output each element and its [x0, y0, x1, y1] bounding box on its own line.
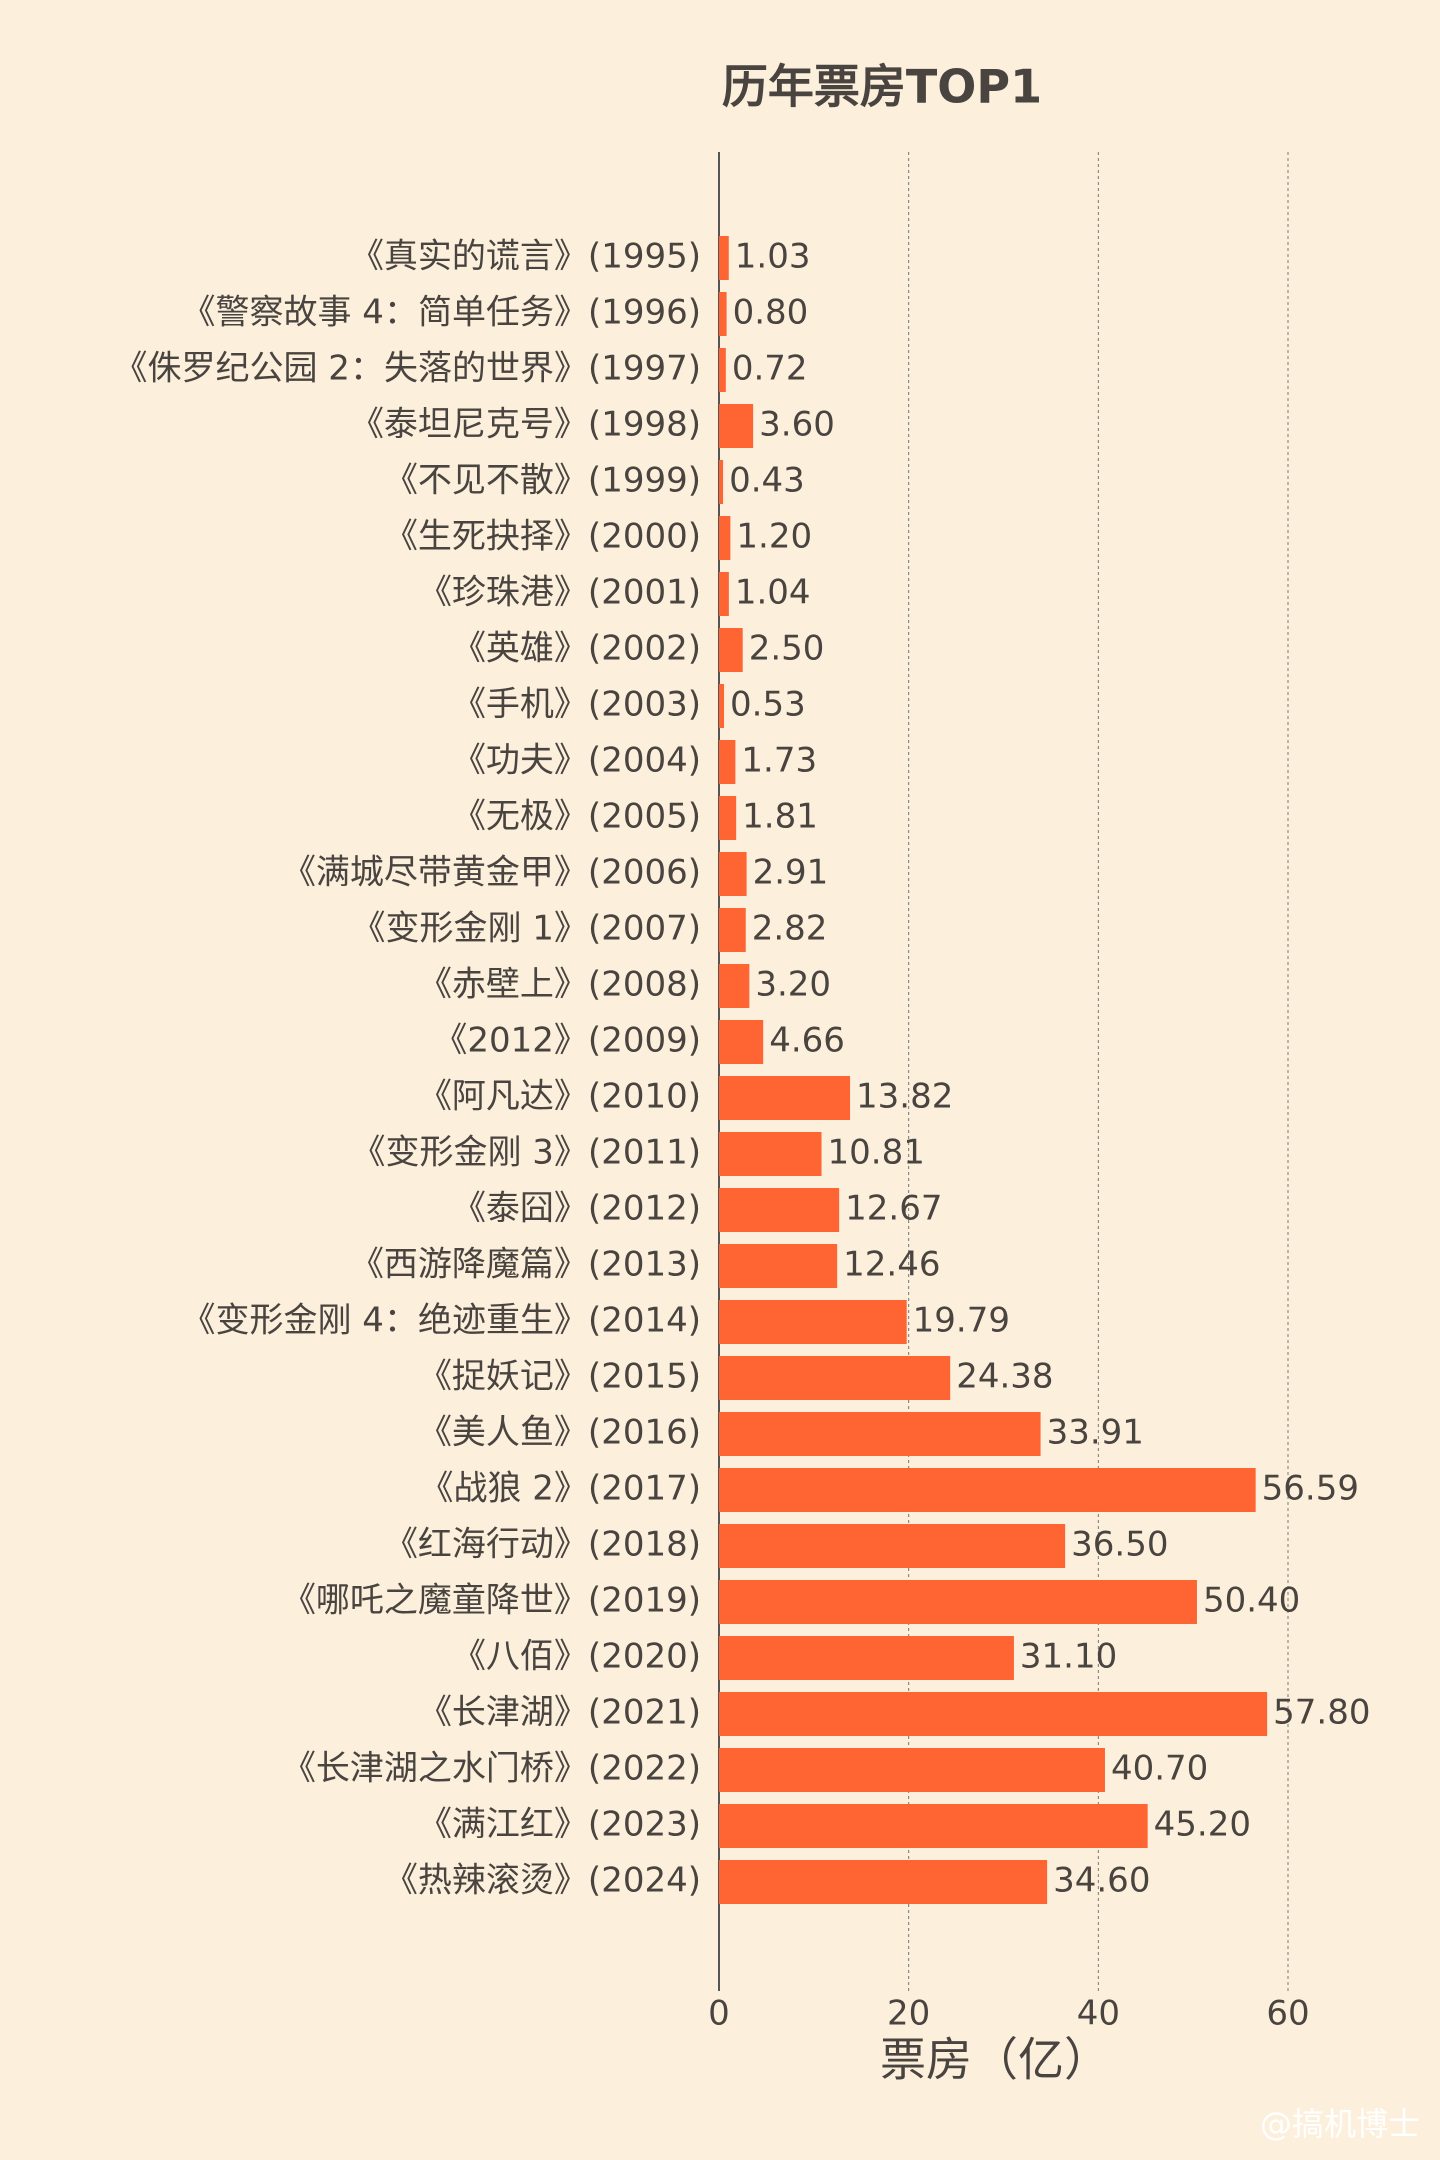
value-label: 2.50	[749, 629, 825, 669]
bar	[719, 1300, 907, 1344]
bar	[719, 1636, 1014, 1680]
value-label: 3.20	[755, 965, 831, 1005]
y-tick-label: 《变形金刚 3》(2011)	[352, 1133, 702, 1173]
bar	[719, 292, 727, 336]
y-tick-label: 《满江红》(2023)	[418, 1805, 701, 1845]
bar	[719, 572, 729, 616]
value-label: 40.70	[1111, 1749, 1208, 1789]
watermark: @搞机博士	[1260, 2105, 1420, 2143]
value-label: 1.20	[736, 517, 812, 557]
y-tick-label: 《变形金刚 4：绝迹重生》(2014)	[182, 1301, 702, 1341]
bar	[719, 516, 731, 560]
y-tick-label: 《真实的谎言》(1995)	[350, 237, 701, 277]
bar	[719, 1244, 838, 1288]
y-tick-label: 《热辣滚烫》(2024)	[384, 1861, 701, 1901]
y-tick-label: 《手机》(2003)	[452, 685, 701, 725]
y-tick-label: 《阿凡达》(2010)	[418, 1077, 701, 1117]
value-label: 24.38	[956, 1357, 1053, 1397]
value-label: 12.67	[845, 1189, 942, 1229]
y-tick-label: 《满城尽带黄金甲》(2006)	[282, 853, 701, 893]
bar	[719, 796, 737, 840]
y-tick-label: 《珍珠港》(2001)	[418, 573, 701, 613]
y-tick-label: 《变形金刚 1》(2007)	[352, 909, 702, 949]
bar	[719, 1748, 1105, 1792]
bar	[719, 908, 746, 952]
value-label: 4.66	[769, 1021, 845, 1061]
bar	[719, 1356, 951, 1400]
y-tick-label: 《赤壁上》(2008)	[418, 965, 701, 1005]
value-label: 31.10	[1020, 1637, 1117, 1677]
y-tick-label: 《捉妖记》(2015)	[418, 1357, 701, 1397]
bar	[719, 1468, 1256, 1512]
value-label: 36.50	[1071, 1525, 1168, 1565]
bar	[719, 684, 725, 728]
chart-title: 历年票房TOP1	[722, 60, 1042, 114]
bar	[719, 460, 724, 504]
y-tick-label: 《红海行动》(2018)	[384, 1525, 701, 1565]
bar	[719, 1524, 1066, 1568]
value-label: 0.80	[733, 293, 809, 333]
value-label: 12.46	[843, 1245, 940, 1285]
y-tick-label: 《西游降魔篇》(2013)	[350, 1245, 701, 1285]
bar	[719, 628, 743, 672]
x-tick-label: 20	[887, 1994, 930, 2034]
bar	[719, 404, 754, 448]
bar	[719, 1412, 1041, 1456]
y-tick-label: 《2012》(2009)	[433, 1021, 701, 1061]
value-label: 3.60	[759, 405, 835, 445]
bar	[719, 1580, 1197, 1624]
bar	[719, 1132, 822, 1176]
bar	[719, 852, 747, 896]
x-tick-label: 60	[1266, 1994, 1309, 2034]
value-label: 10.81	[828, 1133, 925, 1173]
value-label: 13.82	[856, 1077, 953, 1117]
value-label: 33.91	[1047, 1413, 1144, 1453]
y-tick-label: 《泰坦尼克号》(1998)	[350, 405, 701, 445]
value-label: 34.60	[1053, 1861, 1150, 1901]
value-label: 2.91	[753, 853, 829, 893]
value-label: 0.53	[730, 685, 806, 725]
bar	[719, 964, 750, 1008]
y-tick-label: 《不见不散》(1999)	[384, 461, 701, 501]
bar	[719, 1692, 1268, 1736]
value-label: 45.20	[1154, 1805, 1251, 1845]
y-tick-label: 《警察故事 4：简单任务》(1996)	[182, 293, 702, 333]
bar	[719, 236, 729, 280]
y-tick-label: 《哪吒之魔童降世》(2019)	[282, 1581, 701, 1621]
bar	[719, 1860, 1048, 1904]
y-tick-label: 《功夫》(2004)	[452, 741, 701, 781]
value-label: 2.82	[752, 909, 828, 949]
bar	[719, 1804, 1148, 1848]
bar	[719, 1020, 764, 1064]
y-tick-label: 《长津湖之水门桥》(2022)	[282, 1749, 701, 1789]
y-tick-label: 《无极》(2005)	[452, 797, 701, 837]
x-tick-label: 0	[708, 1994, 730, 2034]
x-axis-label: 票房（亿）	[880, 2033, 1110, 2087]
bar	[719, 1076, 851, 1120]
bar	[719, 1188, 840, 1232]
y-tick-label: 《泰囧》(2012)	[452, 1189, 701, 1229]
value-label: 57.80	[1273, 1693, 1370, 1733]
value-label: 1.03	[735, 237, 811, 277]
value-label: 1.73	[741, 741, 817, 781]
y-tick-label: 《生死抉择》(2000)	[384, 517, 701, 557]
y-tick-label: 《美人鱼》(2016)	[418, 1413, 701, 1453]
value-label: 1.81	[742, 797, 818, 837]
x-tick-label: 40	[1077, 1994, 1120, 2034]
value-label: 1.04	[735, 573, 811, 613]
y-tick-label: 《战狼 2》(2017)	[420, 1469, 702, 1509]
value-label: 19.79	[913, 1301, 1010, 1341]
value-label: 50.40	[1203, 1581, 1300, 1621]
y-tick-label: 《长津湖》(2021)	[418, 1693, 701, 1733]
y-tick-label: 《八佰》(2020)	[452, 1637, 701, 1677]
y-tick-label: 《英雄》(2002)	[452, 629, 701, 669]
y-tick-label: 《侏罗纪公园 2：失落的世界》(1997)	[114, 349, 702, 389]
bar	[719, 740, 736, 784]
bar	[719, 348, 726, 392]
value-label: 0.72	[732, 349, 808, 389]
value-label: 56.59	[1262, 1469, 1359, 1509]
value-label: 0.43	[729, 461, 805, 501]
